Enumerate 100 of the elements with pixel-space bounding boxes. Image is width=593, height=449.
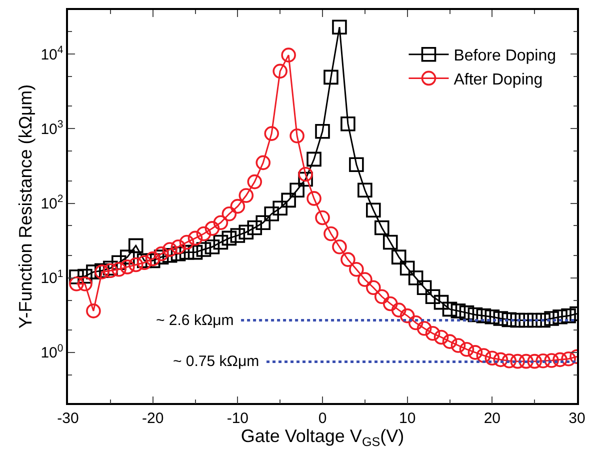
point [442,334,458,349]
point [272,200,288,216]
point [324,226,338,242]
point [484,350,500,366]
point [425,289,440,304]
x-tick-label: 30 [568,410,586,427]
point [128,257,144,272]
point [493,311,508,326]
point [349,262,364,277]
point [552,352,568,368]
point [264,206,279,222]
point [188,244,203,260]
point [222,230,237,246]
point [391,250,406,264]
point [561,351,576,366]
point [400,308,415,324]
point [450,338,466,353]
point [536,354,550,368]
point [290,128,304,144]
point [400,260,415,276]
point [468,307,483,322]
x-tick-label: -30 [57,410,79,427]
point [468,345,483,360]
point [382,234,398,250]
x-axis-title: Gate Voltage V$_{GS}$(V) [240,426,404,449]
point [366,280,381,296]
point [256,215,271,230]
point [442,302,458,317]
x-tick-label: 20 [484,410,501,427]
point [196,226,212,242]
point [120,260,135,274]
point [527,354,542,369]
point [536,312,550,328]
point [324,70,338,85]
y-axis-title: Y-Function Resistance (kΩμm) [15,84,36,329]
point [332,240,347,254]
point [510,354,526,369]
point [459,342,474,357]
point [544,353,559,368]
point [213,215,228,230]
point [484,309,500,324]
y-tick-label: 10$^{4}$ [40,44,64,64]
point [69,276,84,292]
y-tick-label: 10$^{2}$ [40,193,64,213]
point [408,270,424,286]
y-tick-label: 10$^{1}$ [40,268,64,288]
point [272,64,288,79]
ref-line-label: ~ 2.6 kΩμm [156,312,234,329]
point [391,302,406,318]
point [374,289,390,304]
point [230,228,246,243]
point [170,240,186,254]
point [213,234,228,250]
point [493,352,508,368]
point [382,296,398,312]
point [222,206,237,222]
point [332,20,347,35]
point [196,242,212,257]
point [78,276,92,292]
point [256,155,271,170]
point [204,221,220,236]
point [238,224,254,240]
point [162,248,178,263]
point [349,157,364,172]
point [86,264,101,280]
point [315,124,330,139]
point [154,246,169,262]
point [306,152,322,167]
point [179,234,194,250]
point [476,348,492,363]
x-tick-label: 0 [318,410,327,427]
point [527,312,542,328]
point [434,330,449,345]
point [518,312,534,328]
point [264,126,279,141]
point [425,326,440,341]
point [188,230,203,246]
legend-label: After Doping [454,71,543,88]
point [298,172,313,187]
point [518,354,534,369]
point [450,304,466,318]
point [416,321,432,336]
x-tick-label: -20 [142,410,164,427]
point [358,272,372,287]
point [315,210,330,226]
point [306,191,322,206]
point [179,244,194,260]
y-tick-label: 10$^{0}$ [40,342,64,362]
point [374,220,390,236]
point [434,294,449,310]
point [502,312,517,328]
point [416,280,432,296]
point [366,202,381,218]
point [502,354,517,368]
x-tick-label: -10 [226,410,249,427]
legend-label: Before Doping [454,48,556,65]
point [112,262,126,277]
point [561,308,576,324]
point [204,240,220,254]
point [281,192,296,208]
